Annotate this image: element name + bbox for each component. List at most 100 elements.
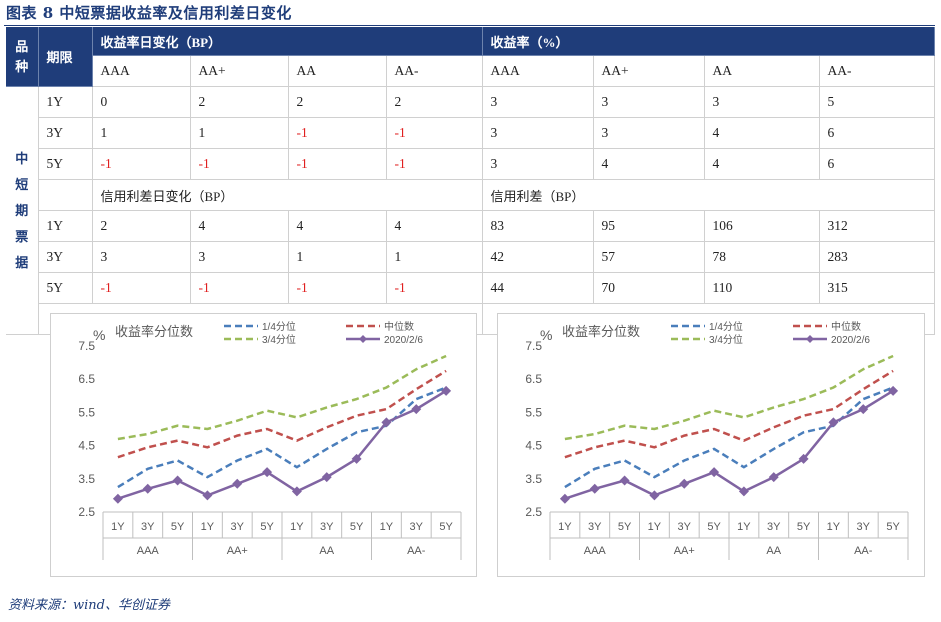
term-cell: 5Y [38, 148, 93, 180]
x-tick-label: 3Y [767, 521, 781, 533]
series-point [649, 490, 660, 501]
yield-cell: 4 [704, 148, 820, 180]
x-tick-label: 3Y [857, 521, 871, 533]
rating-header: AAA [92, 55, 191, 87]
y-tick-label: 2.5 [78, 505, 95, 519]
spread-header: 信用利差（BP） [482, 179, 935, 211]
y-tick-label: 3.5 [78, 472, 95, 486]
yield-cell: 3 [593, 117, 705, 149]
series-point [798, 453, 809, 464]
x-tick-label: 3Y [678, 521, 692, 533]
header-yield-change: 收益率日变化（BP） [92, 27, 483, 56]
change-cell: -1 [386, 148, 483, 180]
spread-cell: 83 [482, 210, 594, 242]
yield-cell: 6 [819, 117, 935, 149]
change-cell: 1 [386, 241, 483, 273]
header-term: 期限 [38, 27, 93, 87]
change-cell: 2 [190, 86, 289, 118]
spread-cell: 110 [704, 272, 820, 304]
term-cell: 1Y [38, 210, 93, 242]
variety-text: 中短期票据 [15, 150, 29, 270]
series-point [679, 478, 690, 489]
y-tick-label: 3.5 [525, 472, 542, 486]
x-group-label: AA- [854, 545, 873, 557]
x-tick-label: 1Y [827, 521, 841, 533]
rating-header: AA [288, 55, 387, 87]
y-tick-label: 6.5 [525, 372, 542, 386]
x-tick-label: 1Y [111, 521, 125, 533]
spread-cell: 106 [704, 210, 820, 242]
x-tick-label: 5Y [171, 521, 185, 533]
series-point [142, 483, 153, 494]
x-tick-label: 1Y [290, 521, 304, 533]
chart-title: 收益率分位数 [562, 324, 640, 339]
series-point [709, 467, 720, 478]
change-cell: 1 [92, 117, 191, 149]
x-tick-label: 5Y [260, 521, 274, 533]
x-group-label: AAA [137, 545, 160, 557]
series-point [858, 404, 869, 415]
table-row: 1Y 2 4 4 4 83 95 106 312 [6, 210, 935, 242]
yield-cell: 3 [482, 86, 594, 118]
term-cell: 5Y [38, 272, 93, 304]
series-point [888, 385, 899, 396]
series-point [768, 472, 779, 483]
table-row: 3Y 1 1 -1 -1 3 3 4 6 [6, 117, 935, 149]
term-cell: 1Y [38, 86, 93, 118]
source-note: 资料来源：wind、华创证券 [8, 598, 170, 613]
change-cell: -1 [92, 272, 191, 304]
x-tick-label: 3Y [141, 521, 155, 533]
legend-label: 2020/2/6 [831, 335, 870, 346]
change-cell: -1 [288, 117, 387, 149]
table-row: 5Y -1 -1 -1 -1 3 4 4 6 [6, 148, 935, 180]
x-tick-label: 3Y [320, 521, 334, 533]
spread-cell: 70 [593, 272, 705, 304]
x-tick-label: 5Y [707, 521, 721, 533]
spread-cell: 312 [819, 210, 935, 242]
header-variety: 品种 [6, 27, 39, 87]
change-cell: 2 [288, 86, 387, 118]
table-row: 5Y -1 -1 -1 -1 44 70 110 315 [6, 272, 935, 304]
change-cell: 2 [92, 210, 191, 242]
x-tick-label: 1Y [558, 521, 572, 533]
figure-title: 图表 8 中短票据收益率及信用利差日变化 [6, 4, 292, 22]
yield-table: 品种 期限 收益率日变化（BP） 收益率（%） AAA AA+ AA AA- A… [6, 27, 935, 335]
x-tick-label: 3Y [231, 521, 245, 533]
x-tick-label: 1Y [380, 521, 394, 533]
change-cell: 4 [190, 210, 289, 242]
x-group-label: AA [319, 545, 334, 557]
change-cell: -1 [288, 272, 387, 304]
legend-label: 3/4分位 [709, 333, 743, 346]
series-point [559, 493, 570, 504]
yield-cell: 4 [704, 117, 820, 149]
x-tick-label: 1Y [737, 521, 751, 533]
change-cell: -1 [386, 272, 483, 304]
change-cell: -1 [386, 117, 483, 149]
spread-cell: 78 [704, 241, 820, 273]
change-cell: -1 [288, 148, 387, 180]
series-line [117, 354, 447, 441]
y-tick-label: 7.5 [78, 339, 95, 353]
term-cell: 3Y [38, 117, 93, 149]
spread-cell: 44 [482, 272, 594, 304]
series-point [351, 453, 362, 464]
x-group-label: AA [766, 545, 781, 557]
rating-header: AA+ [593, 55, 705, 87]
change-cell: 1 [288, 241, 387, 273]
series-line [117, 389, 447, 500]
x-group-label: AAA [584, 545, 607, 557]
series-point [172, 475, 183, 486]
series-point [619, 475, 630, 486]
legend-label: 1/4分位 [709, 320, 743, 333]
series-point [262, 467, 273, 478]
legend-label: 3/4分位 [262, 333, 296, 346]
term-cell: 3Y [38, 241, 93, 273]
spread-change-header: 信用利差日变化（BP） [92, 179, 483, 211]
series-point [411, 404, 422, 415]
legend-marker [806, 335, 814, 343]
series-line [117, 386, 447, 489]
change-cell: 1 [190, 117, 289, 149]
title-divider [4, 25, 935, 26]
rating-header: AA+ [190, 55, 289, 87]
legend-label: 2020/2/6 [384, 335, 423, 346]
